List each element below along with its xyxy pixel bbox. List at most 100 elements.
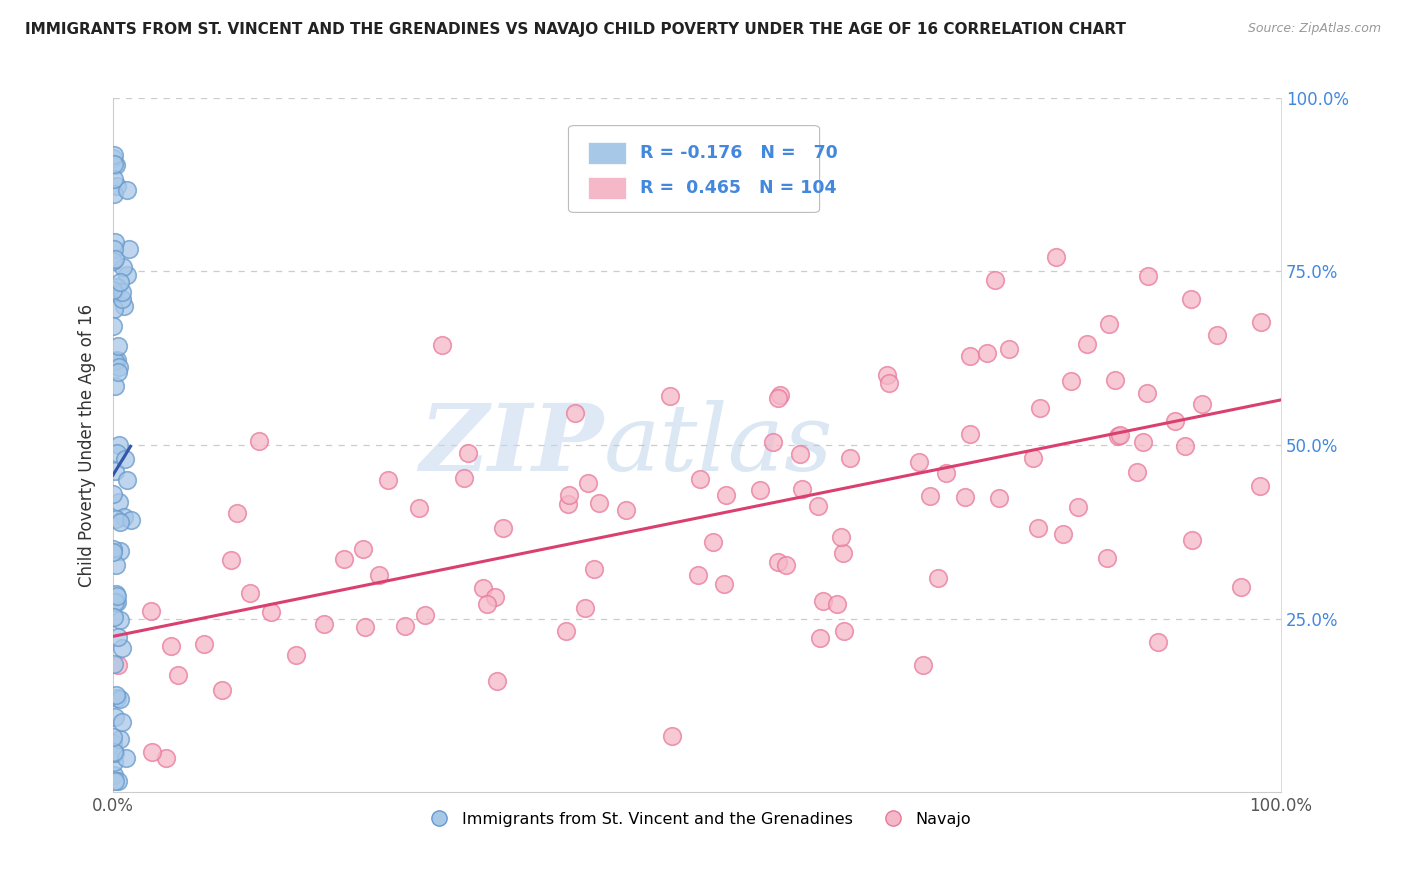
Point bbox=[118, 242, 141, 256]
Point bbox=[935, 466, 957, 480]
Point bbox=[193, 637, 215, 651]
Point bbox=[486, 673, 509, 688]
Point bbox=[112, 299, 135, 313]
Point bbox=[1136, 268, 1159, 283]
Point bbox=[221, 553, 243, 567]
Point bbox=[574, 601, 596, 615]
Point bbox=[104, 710, 127, 724]
Point bbox=[806, 500, 828, 514]
Point bbox=[879, 376, 901, 391]
Point bbox=[1180, 292, 1202, 306]
Point bbox=[103, 487, 125, 501]
Point bbox=[920, 489, 942, 503]
Point bbox=[103, 254, 125, 268]
Point bbox=[103, 301, 125, 316]
Point bbox=[408, 500, 430, 515]
Point bbox=[748, 483, 770, 498]
Point bbox=[1174, 439, 1197, 453]
Point bbox=[377, 473, 399, 487]
Point bbox=[998, 342, 1021, 356]
Point bbox=[105, 587, 128, 601]
Point bbox=[103, 151, 125, 165]
Point bbox=[104, 354, 127, 368]
Legend: Immigrants from St. Vincent and the Grenadines, Navajo: Immigrants from St. Vincent and the Gren… bbox=[418, 805, 977, 833]
Point bbox=[430, 338, 453, 352]
Point bbox=[689, 472, 711, 486]
Point bbox=[661, 729, 683, 743]
Point bbox=[766, 555, 789, 569]
Point bbox=[103, 242, 125, 256]
Point bbox=[105, 178, 128, 193]
Point bbox=[103, 378, 125, 392]
Point bbox=[576, 475, 599, 490]
Point bbox=[492, 521, 515, 535]
Point bbox=[959, 426, 981, 441]
Point bbox=[484, 591, 506, 605]
Point bbox=[614, 503, 637, 517]
Point bbox=[105, 446, 128, 460]
Point bbox=[103, 172, 125, 186]
Point bbox=[108, 515, 131, 529]
Point bbox=[107, 657, 129, 672]
Point bbox=[103, 545, 125, 559]
Point bbox=[120, 513, 142, 527]
Point bbox=[101, 736, 124, 750]
Point bbox=[107, 773, 129, 788]
Point bbox=[1181, 533, 1204, 548]
Point bbox=[103, 767, 125, 781]
Point bbox=[139, 604, 162, 618]
Point bbox=[104, 158, 127, 172]
Point bbox=[104, 464, 127, 478]
Point bbox=[659, 389, 682, 403]
Point bbox=[111, 292, 134, 306]
Point bbox=[107, 438, 129, 452]
Point bbox=[108, 692, 131, 706]
Point bbox=[789, 446, 811, 460]
Point bbox=[762, 435, 785, 450]
Point bbox=[702, 535, 724, 549]
Point bbox=[1045, 250, 1067, 264]
Point bbox=[775, 558, 797, 572]
Text: atlas: atlas bbox=[603, 401, 832, 490]
Point bbox=[1060, 374, 1083, 388]
Point bbox=[475, 598, 498, 612]
Point bbox=[104, 595, 127, 609]
Point bbox=[226, 506, 249, 520]
Point bbox=[110, 275, 132, 289]
Point bbox=[1022, 451, 1045, 466]
Point bbox=[988, 491, 1011, 505]
Point bbox=[911, 657, 934, 672]
Point bbox=[1028, 520, 1050, 534]
Point bbox=[368, 568, 391, 582]
Point bbox=[259, 605, 281, 619]
Point bbox=[103, 285, 125, 299]
Point bbox=[104, 746, 127, 760]
Point bbox=[105, 352, 128, 367]
Point bbox=[112, 509, 135, 524]
Point bbox=[582, 562, 605, 576]
Point bbox=[155, 750, 177, 764]
Point bbox=[312, 616, 335, 631]
Point bbox=[108, 613, 131, 627]
Point bbox=[141, 745, 163, 759]
Point bbox=[825, 597, 848, 611]
Point bbox=[115, 268, 138, 283]
Text: Source: ZipAtlas.com: Source: ZipAtlas.com bbox=[1247, 22, 1381, 36]
Point bbox=[104, 252, 127, 266]
Point bbox=[1029, 401, 1052, 415]
Text: ZIP: ZIP bbox=[419, 401, 603, 490]
Point bbox=[247, 434, 270, 449]
Point bbox=[284, 648, 307, 663]
Point bbox=[103, 354, 125, 368]
Point bbox=[104, 235, 127, 249]
Point bbox=[1136, 386, 1159, 401]
Point bbox=[472, 582, 495, 596]
Point bbox=[105, 688, 128, 702]
Text: IMMIGRANTS FROM ST. VINCENT AND THE GRENADINES VS NAVAJO CHILD POVERTY UNDER THE: IMMIGRANTS FROM ST. VINCENT AND THE GREN… bbox=[25, 22, 1126, 37]
Point bbox=[1104, 373, 1126, 387]
Point bbox=[108, 360, 131, 375]
Point bbox=[1052, 526, 1074, 541]
Text: R = -0.176   N =   70: R = -0.176 N = 70 bbox=[640, 145, 838, 162]
Point bbox=[394, 619, 416, 633]
Point bbox=[111, 714, 134, 729]
